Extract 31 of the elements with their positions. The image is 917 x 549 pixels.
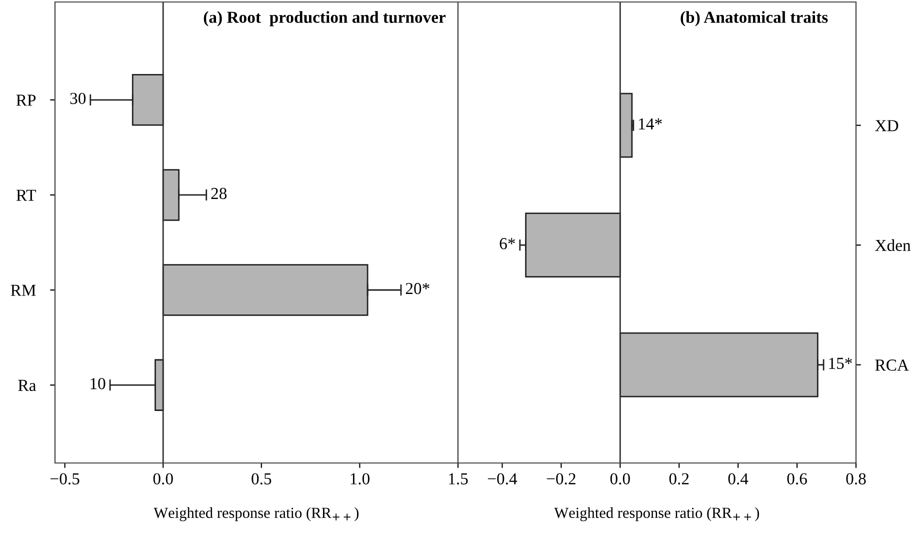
x-tick-label: 0.6 — [787, 473, 807, 485]
annotation: 15* — [829, 358, 852, 369]
annotation: 14* — [639, 118, 662, 130]
annotation: 20* — [406, 282, 430, 294]
x-tick-label: 1.5 — [449, 473, 468, 485]
text: (b) Anatomical traits — [680, 11, 828, 26]
x-tick-label: 0.5 — [252, 473, 272, 485]
x-axis-title: Weighted response ratio (RR$_{++}$) — [554, 507, 760, 522]
annotation: 10 — [90, 378, 106, 390]
annotation: 30 — [70, 92, 86, 104]
x-tick-label: −0.2 — [546, 473, 576, 485]
y-tick-label: Xden — [875, 239, 911, 252]
y-tick-label: Ra — [18, 380, 36, 392]
bar — [619, 92, 633, 158]
x-tick-label: 1.0 — [350, 473, 370, 485]
x-tick-label: 0.2 — [669, 473, 689, 485]
x-tick-label: −0.4 — [488, 473, 518, 485]
x-tick-label: 0.4 — [728, 473, 748, 485]
y-tick-label: RM — [10, 284, 36, 296]
annotation: 6* — [500, 238, 515, 250]
y-tick-label: RT — [16, 190, 36, 201]
y-tick-label: RCA — [875, 360, 909, 371]
x-axis-title: Weighted response ratio (RR$_{++}$) — [154, 507, 359, 522]
x-tick-label: −0.5 — [50, 473, 80, 485]
y-tick-label: RP — [16, 94, 36, 106]
text: (a) Root production and turnover — [204, 11, 446, 26]
x-tick-label: 0.0 — [610, 473, 630, 485]
annotation: 28 — [211, 188, 227, 200]
y-tick-label: XD — [875, 120, 898, 132]
x-tick-label: 0.0 — [153, 473, 173, 485]
x-tick-label: 0.8 — [846, 473, 866, 485]
